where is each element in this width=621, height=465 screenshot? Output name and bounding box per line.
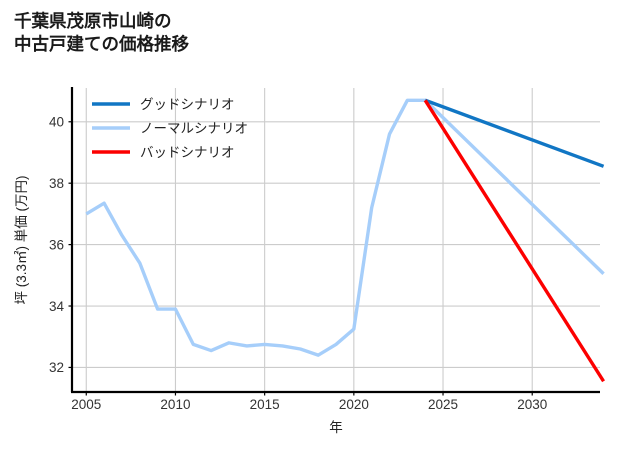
legend-label: ノーマルシナリオ xyxy=(140,121,248,136)
legend-label: グッドシナリオ xyxy=(140,97,235,112)
series-line-normal xyxy=(85,98,605,357)
y-axis-label-text: 坪 (3.3㎡) 単価 (万円) xyxy=(14,175,29,304)
x-tick-label: 2025 xyxy=(428,397,458,412)
y-tick-label: 34 xyxy=(49,299,65,314)
x-axis-ticks: 2005 2010 2015 2020 2025 2030 xyxy=(71,392,547,412)
x-tick-label: 2005 xyxy=(71,397,101,412)
x-tick-label: 2010 xyxy=(160,397,190,412)
series-line-bad xyxy=(423,99,606,383)
x-axis-label: 年 xyxy=(329,420,343,435)
legend-label: バッドシナリオ xyxy=(140,145,235,160)
x-tick-label: 2020 xyxy=(339,397,369,412)
y-tick-label: 40 xyxy=(49,115,64,130)
y-tick-label: 36 xyxy=(49,237,64,252)
x-tick-label: 2015 xyxy=(250,397,280,412)
series-line-good xyxy=(424,98,605,168)
chart-title-line-2: 中古戸建ての価格推移 xyxy=(14,34,189,55)
y-tick-label: 38 xyxy=(49,176,64,191)
y-tick-label: 32 xyxy=(49,360,64,375)
chart-title: 千葉県茂原市山崎の 中古戸建ての価格推移 xyxy=(14,10,189,56)
y-axis-ticks: 32 34 36 38 40 xyxy=(49,115,72,375)
series-lines xyxy=(85,98,606,383)
x-tick-label: 2030 xyxy=(517,397,547,412)
plot-axes xyxy=(70,87,600,394)
y-axis-label: 坪 (3.3㎡) 単価 (万円) xyxy=(14,175,29,304)
chart-title-line-1: 千葉県茂原市山崎の xyxy=(14,11,172,31)
